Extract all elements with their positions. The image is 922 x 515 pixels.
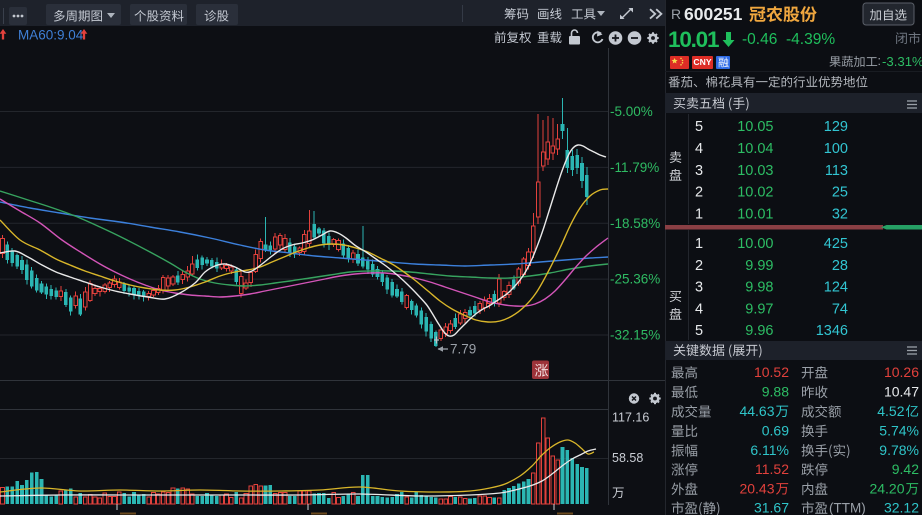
svg-text:10.04: 10.04 <box>737 141 773 157</box>
svg-text:10.01: 10.01 <box>668 27 719 52</box>
svg-text:9.96: 9.96 <box>745 323 773 339</box>
svg-text:MA60:9.04: MA60:9.04 <box>18 28 84 43</box>
svg-text:20.43: 20.43 <box>739 481 774 497</box>
svg-text:10.47: 10.47 <box>884 384 919 400</box>
svg-text:9.97: 9.97 <box>745 302 773 318</box>
svg-text:44.63: 44.63 <box>739 403 774 419</box>
svg-text:9.88: 9.88 <box>762 384 789 400</box>
svg-text:117.16: 117.16 <box>612 411 649 425</box>
svg-text:24.20: 24.20 <box>869 481 904 497</box>
svg-text:11.52: 11.52 <box>755 461 789 477</box>
svg-text:3: 3 <box>695 163 703 179</box>
svg-text:32: 32 <box>832 207 848 223</box>
svg-text:-32.15%: -32.15% <box>610 328 660 343</box>
svg-text:10.02: 10.02 <box>737 185 773 201</box>
svg-text:5: 5 <box>695 323 703 339</box>
svg-text:9.99: 9.99 <box>745 258 773 274</box>
svg-text:10.05: 10.05 <box>737 119 773 135</box>
svg-text:10.00: 10.00 <box>737 236 773 252</box>
svg-text:5.74%: 5.74% <box>879 423 919 439</box>
svg-text:600251: 600251 <box>684 4 743 24</box>
svg-text:-11.79%: -11.79% <box>610 160 659 175</box>
svg-text:25: 25 <box>832 185 848 201</box>
svg-text:4.52: 4.52 <box>877 403 904 419</box>
svg-text:R: R <box>671 6 681 22</box>
svg-text:32.12: 32.12 <box>884 500 919 515</box>
svg-text:6.11%: 6.11% <box>750 442 789 458</box>
svg-text:100: 100 <box>824 141 848 157</box>
svg-text:7.79: 7.79 <box>450 342 476 357</box>
svg-text:10.03: 10.03 <box>737 163 773 179</box>
svg-text:-25.36%: -25.36% <box>610 272 660 287</box>
svg-text:1: 1 <box>695 207 703 223</box>
svg-text:-18.58%: -18.58% <box>610 216 660 231</box>
svg-text:1346: 1346 <box>816 323 848 339</box>
svg-text:2: 2 <box>695 258 703 274</box>
svg-text:0.69: 0.69 <box>762 423 789 439</box>
svg-text:58.58: 58.58 <box>612 451 643 465</box>
svg-text:1: 1 <box>695 236 703 252</box>
svg-text:-3.31%: -3.31% <box>882 54 922 69</box>
svg-text:129: 129 <box>824 119 848 135</box>
svg-text:-0.46: -0.46 <box>742 31 777 48</box>
svg-text:(TTM): (TTM) <box>829 501 866 515</box>
svg-text:2: 2 <box>695 185 703 201</box>
svg-text:9.98: 9.98 <box>745 280 773 296</box>
svg-text:10.26: 10.26 <box>884 364 919 380</box>
svg-text:-4.39%: -4.39% <box>786 31 835 48</box>
svg-text:5: 5 <box>695 119 703 135</box>
svg-text:10.01: 10.01 <box>737 207 773 223</box>
svg-text:9.78%: 9.78% <box>879 442 919 458</box>
svg-text:74: 74 <box>832 302 848 318</box>
svg-text:113: 113 <box>825 163 848 179</box>
svg-text:-5.00%: -5.00% <box>610 104 653 119</box>
svg-text:4: 4 <box>695 141 703 157</box>
svg-text:10.52: 10.52 <box>754 364 789 380</box>
svg-text:CNY: CNY <box>693 57 711 67</box>
svg-text::: : <box>878 54 881 68</box>
svg-text:31.67: 31.67 <box>754 500 789 515</box>
svg-text:9.42: 9.42 <box>892 461 919 477</box>
svg-text:425: 425 <box>824 236 848 252</box>
svg-text:124: 124 <box>824 280 848 296</box>
svg-text:28: 28 <box>832 258 848 274</box>
svg-text:4: 4 <box>695 302 703 318</box>
svg-text:3: 3 <box>695 280 703 296</box>
